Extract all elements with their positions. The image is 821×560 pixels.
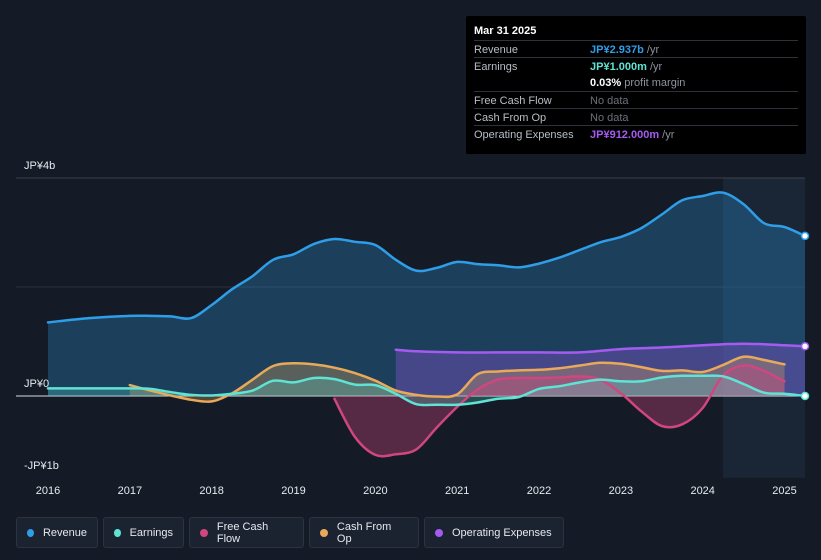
- series-lines: [46, 191, 807, 458]
- legend-cash-from-op[interactable]: Cash From Op: [309, 517, 419, 548]
- x-tick-label: 2023: [608, 485, 634, 497]
- legend-revenue[interactable]: Revenue: [16, 517, 98, 548]
- revenue-line: [46, 191, 807, 324]
- series-end-markers: [800, 231, 810, 401]
- tooltip-label: Operating Expenses: [474, 129, 574, 141]
- tooltip-value: JP¥1.000m /yr: [590, 61, 662, 73]
- tooltip-suffix: /yr: [659, 129, 675, 141]
- legend-operating-expenses[interactable]: Operating Expenses: [424, 517, 564, 548]
- opex-line: [394, 342, 807, 354]
- legend-dot: [200, 528, 208, 537]
- tooltip-row-opex: Operating Expenses JP¥912.000m /yr: [474, 125, 798, 143]
- earnings-line: [46, 374, 807, 407]
- legend-label: Revenue: [42, 526, 87, 539]
- legend-label: Free Cash Flow: [216, 520, 269, 545]
- revenue-end-marker: [800, 231, 810, 241]
- legend-dot: [320, 528, 328, 537]
- tooltip-value: JP¥912.000m /yr: [590, 129, 674, 141]
- x-tick-label: 2021: [444, 485, 470, 497]
- x-tick-label: 2024: [690, 485, 715, 497]
- fcf-line: [333, 364, 786, 458]
- tooltip-number: JP¥912.000m: [590, 129, 660, 141]
- legend-label: Earnings: [129, 526, 173, 539]
- tooltip-label: Revenue: [474, 44, 519, 56]
- tooltip-row-earnings: Earnings JP¥1.000m /yr: [474, 57, 798, 75]
- tooltip-suffix: /yr: [643, 44, 660, 56]
- tooltip-row-revenue: Revenue JP¥2.937b /yr: [474, 40, 798, 58]
- tooltip-label: Free Cash Flow: [474, 95, 552, 107]
- tooltip-number: 0.03%: [590, 77, 622, 89]
- tooltip-panel: Mar 31 2025 Revenue JP¥2.937b /yr Earnin…: [466, 16, 806, 154]
- tooltip-label: Earnings: [474, 61, 518, 73]
- fcf-area: [334, 365, 785, 457]
- x-tick-label: 2020: [363, 485, 388, 497]
- tooltip-value: 0.03% profit margin: [590, 77, 685, 89]
- tooltip-number: JP¥1.000m: [590, 61, 647, 73]
- y-tick-label-top: JP¥4b: [24, 160, 56, 172]
- tooltip-value: No data: [590, 95, 629, 107]
- tooltip-number: JP¥2.937b: [590, 44, 644, 56]
- tooltip-suffix: No data: [590, 95, 629, 107]
- opex-end-marker: [800, 342, 810, 351]
- x-tick-label: 2018: [199, 485, 224, 497]
- y-tick-label-bottom: -JP¥1b: [24, 460, 59, 472]
- tooltip-row-cfo: Cash From Op No data: [474, 108, 798, 126]
- earnings-area: [48, 375, 805, 406]
- tooltip-row-fcf: Free Cash Flow No data: [474, 91, 798, 109]
- x-tick-label: 2025: [772, 485, 797, 497]
- tooltip-suffix: /yr: [646, 61, 663, 73]
- y-tick-label-zero: JP¥0: [24, 378, 50, 390]
- cfo-line: [128, 355, 786, 404]
- cfo-area: [129, 356, 785, 402]
- legend-dot: [27, 528, 34, 537]
- legend-label: Cash From Op: [336, 520, 392, 545]
- tooltip-date: Mar 31 2025: [474, 25, 537, 37]
- tooltip-row-margin: 0.03% profit margin: [474, 74, 798, 91]
- series-areas: [48, 192, 805, 457]
- revenue-area: [48, 192, 805, 396]
- legend-label: Operating Expenses: [452, 526, 552, 539]
- legend-earnings[interactable]: Earnings: [103, 517, 184, 548]
- grid-lines: [16, 177, 805, 397]
- x-tick-label: 2017: [117, 485, 143, 497]
- tooltip-value: JP¥2.937b /yr: [590, 44, 659, 56]
- opex-area: [395, 343, 805, 396]
- tooltip-suffix: No data: [590, 112, 629, 124]
- legend-free-cash-flow[interactable]: Free Cash Flow: [189, 517, 304, 548]
- tooltip-label: Cash From Op: [474, 112, 547, 124]
- x-tick-label: 2022: [526, 485, 552, 497]
- earnings-end-marker: [800, 391, 810, 401]
- tooltip-suffix: profit margin: [621, 77, 686, 89]
- tooltip-value: No data: [590, 112, 629, 124]
- legend-dot: [114, 528, 121, 537]
- x-tick-label: 2016: [35, 485, 61, 497]
- x-tick-label: 2019: [281, 485, 306, 497]
- legend-dot: [435, 528, 443, 537]
- forecast-highlight-band: [723, 178, 805, 478]
